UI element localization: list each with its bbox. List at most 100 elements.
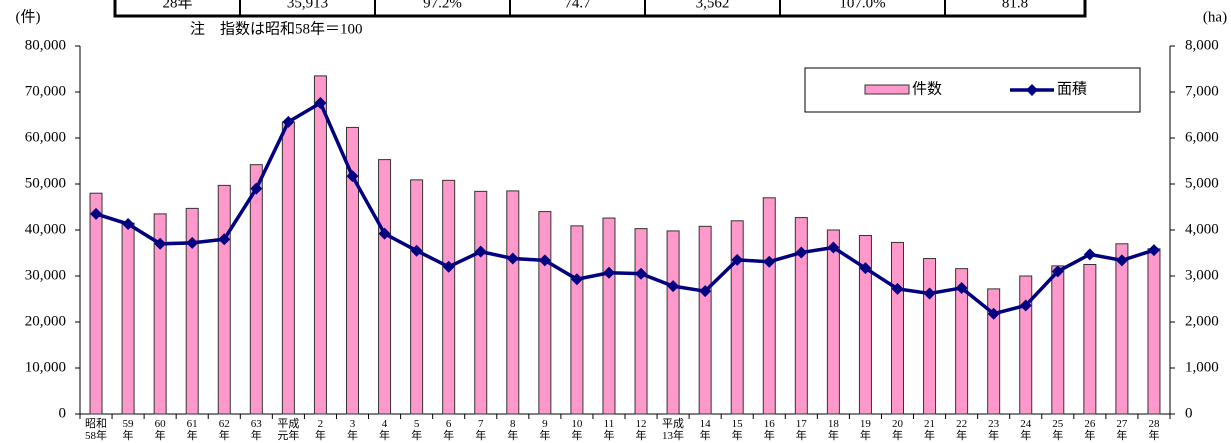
table-cell: 97.2% [423,0,462,11]
bar [858,235,872,415]
bar [217,184,231,415]
marker [474,245,487,258]
y-tick-label: 30,000 [25,267,66,283]
bar [1147,248,1161,415]
y2-tick-label: 3,000 [1185,267,1219,283]
x-tick-label: 16 年 [763,418,775,442]
bar [987,288,1001,415]
legend-marker [1026,84,1038,96]
bar [346,126,359,415]
y2-tick-label: 7,000 [1185,83,1219,99]
marker [282,115,295,128]
y2-tick-label: 5,000 [1185,175,1219,191]
marker [186,236,199,249]
marker [891,282,904,295]
marker [154,237,167,250]
x-tick-label: 18 年 [827,418,839,442]
x-tick-label: 63 年 [250,418,262,442]
marker [506,252,519,265]
bar [121,222,135,415]
x-tick-label: 10 年 [571,418,583,442]
legend-label: 件数 [912,80,942,97]
x-tick-label: 17 年 [795,418,807,442]
table-border [113,0,1087,18]
marker [90,207,103,220]
bar [826,229,840,415]
bar [634,228,648,415]
bar [1019,275,1033,415]
x-tick-label: 59 年 [122,418,134,442]
legend-box [804,67,1141,113]
marker [314,97,327,110]
x-tick-label: 15 年 [731,418,743,442]
x-tick-label: 24 年 [1020,418,1032,442]
x-tick-label: 平成 元年 [277,418,300,442]
marker [122,218,135,231]
y2-tick-label: 6,000 [1185,129,1219,145]
x-tick-label: 12 年 [635,418,647,442]
marker [602,266,615,279]
y2-tick-label: 4,000 [1185,221,1219,237]
x-tick-label: 6 年 [443,418,455,442]
x-tick-label: 8 年 [507,418,519,442]
bar [442,179,456,415]
bar [955,268,969,415]
bar [1115,243,1129,415]
bar [891,241,904,415]
marker [1147,244,1160,257]
x-tick-label: 27 年 [1116,418,1128,442]
y2-tick-label: 1,000 [1185,359,1219,375]
marker [570,273,583,286]
bar [249,164,263,415]
bar [1083,264,1097,415]
bar [1051,265,1065,415]
y-unit: (件) [16,8,41,25]
bar [153,213,167,415]
marker [218,233,231,246]
x-tick-label: 28 年 [1148,418,1160,442]
bar [185,207,199,415]
marker [410,244,423,257]
bar [410,179,424,415]
marker [1051,265,1064,278]
marker [442,260,455,273]
bar [794,217,808,415]
bar [666,230,680,415]
x-tick-label: 26 年 [1084,418,1096,442]
bar [378,159,392,415]
x-tick-label: 25 年 [1052,418,1064,442]
marker [827,241,840,254]
x-tick-label: 19 年 [859,418,871,442]
x-tick-label: 21 年 [924,418,936,442]
marker [987,307,1000,320]
table-cell: 3,562 [696,0,730,11]
y-tick-label: 0 [59,405,67,421]
bar [730,220,744,415]
bar [89,192,103,415]
bar [762,197,776,415]
y-tick-label: 50,000 [25,175,66,191]
marker [795,246,808,259]
marker [1019,299,1032,312]
marker [538,254,551,267]
x-tick-label: 7 年 [475,418,487,442]
x-tick-label: 平成 13年 [662,418,685,442]
y2-tick-label: 2,000 [1185,313,1219,329]
x-tick-label: 昭和 58年 [85,418,107,442]
y-tick-label: 10,000 [25,359,66,375]
legend-swatch [864,84,910,95]
x-tick-label: 60 年 [154,418,166,442]
x-tick-label: 23 年 [988,418,1000,442]
table-cell: 81.8 [1002,0,1028,11]
x-tick-label: 5 年 [411,418,423,442]
marker [1083,248,1096,261]
marker [923,287,936,300]
bar [698,225,712,415]
y-tick-label: 70,000 [25,83,66,99]
bar [506,190,520,415]
y-tick-label: 80,000 [25,37,66,53]
x-tick-label: 9 年 [539,418,551,442]
table-cell: 28年 [162,0,192,11]
